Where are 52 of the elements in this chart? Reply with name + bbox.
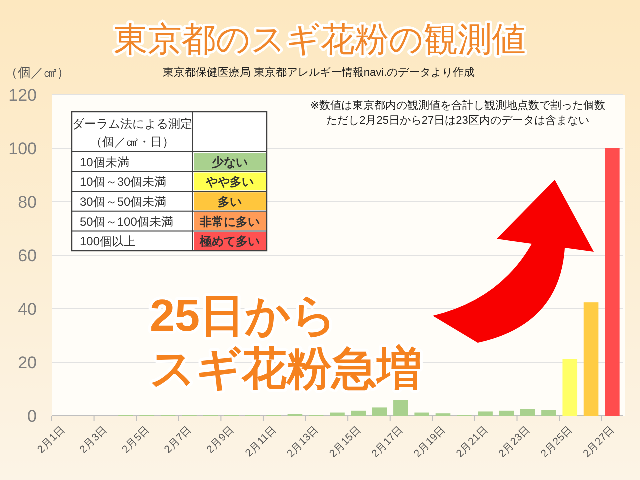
annotation: ただし2月25日から27日は23区内のデータは含まない [326,114,590,127]
annotation: ダーラム法による測定 [72,117,192,131]
annotation: 100個以上 [80,234,136,249]
annotation: 少ない [211,155,248,170]
x-tick-label: 2月15日 [327,424,364,460]
x-tick-label: 2月3日 [78,424,110,456]
x-tick-label: 2月11日 [243,424,280,460]
annotation: 極めて多い [199,234,260,249]
bar [478,412,493,416]
bar [351,410,366,416]
annotation: 30個～50個未満 [80,195,167,209]
x-tick-label: 2月21日 [454,424,491,460]
annotation: 10個～30個未満 [80,175,167,190]
bar [330,412,345,416]
y-tick-label: 120 [8,86,37,105]
x-tick-label: 2月7日 [162,424,195,456]
x-tick-label: 2月25日 [538,424,576,460]
x-tick-label: 2月9日 [204,424,237,456]
bar [520,409,536,416]
chart-title: 東京都のスギ花粉の観測値 [114,21,526,59]
x-tick-label: 2月5日 [120,424,152,456]
bar [562,359,578,416]
annotation: 多い [218,195,242,209]
bar [414,412,430,416]
y-tick-label: 40 [18,300,37,319]
y-axis-title: （個／㎠） [5,65,70,80]
annotation: 非常に多い [199,214,260,229]
annotation: 50個～100個未満 [80,214,174,229]
x-tick-label: 2月27日 [581,424,618,460]
annotation: 25日から [150,290,338,341]
y-tick-label: 20 [18,354,37,372]
annotation: やや多い [205,175,254,190]
x-tick-label: 2月23日 [496,424,533,460]
chart-subtitle: 東京都保健医療局 東京都アレルギー情報navi.のデータより作成 [162,66,476,79]
annotation: スギ花粉急増 [150,343,422,394]
annotation: ※数値は東京都内の観測値を合計し観測地点数で割った個数 [310,99,606,112]
annotation: （個／㎠・日） [90,135,174,149]
y-tick-label: 0 [28,407,37,426]
bar [372,408,388,416]
x-tick-label: 2月19日 [412,424,448,460]
y-tick-label: 60 [18,246,37,266]
x-tick-label: 2月13日 [285,424,322,460]
bar [605,148,620,416]
x-tick-label: 2月1日 [35,424,68,456]
y-tick-label: 100 [8,140,37,158]
y-tick-label: 80 [18,193,37,212]
annotation: 10個未満 [80,155,130,170]
bar [542,410,556,416]
bar [499,410,514,416]
bar [584,302,599,416]
x-tick-label: 2月17日 [370,424,406,460]
bar [394,400,408,416]
